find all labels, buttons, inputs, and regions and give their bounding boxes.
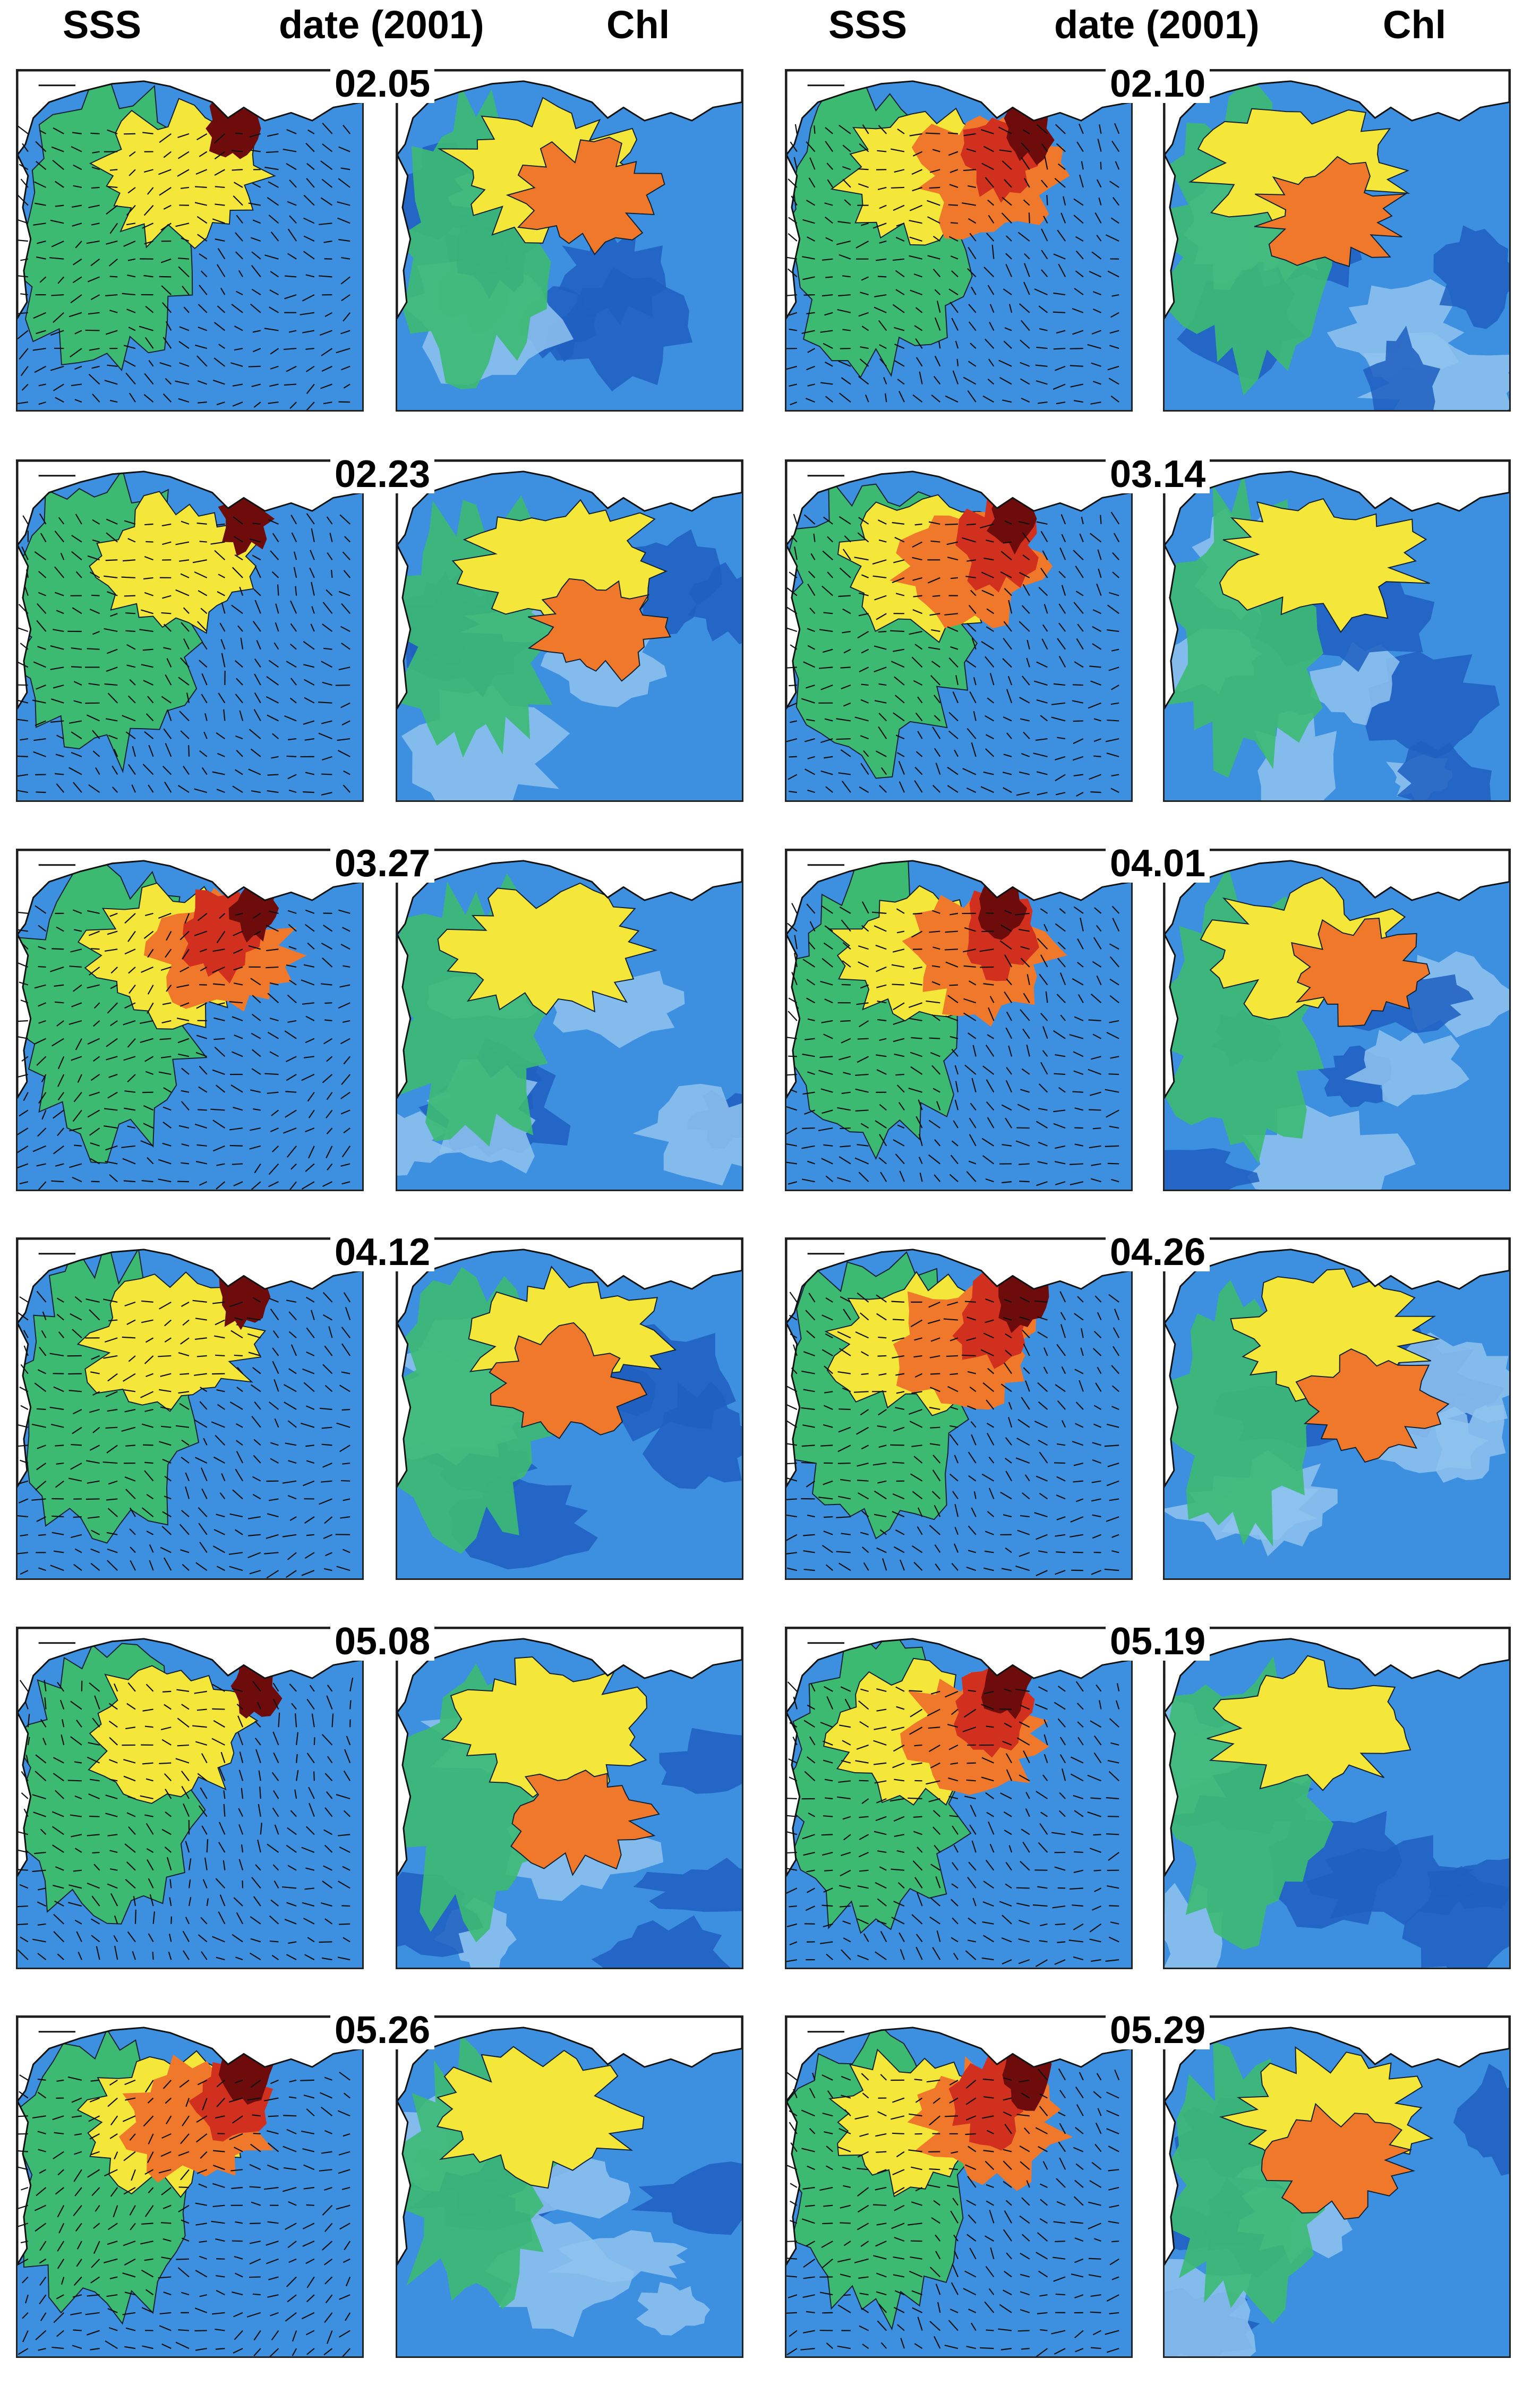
coastline-land-west: [397, 934, 412, 1099]
coastline-land: [397, 1239, 742, 1324]
coastline-land-west: [786, 154, 801, 320]
current-vectors: [786, 2068, 1120, 2356]
date-label: 02.05: [330, 65, 435, 103]
coastline-land: [397, 850, 742, 936]
header-left-chl: Chl: [606, 3, 670, 47]
coastline-land: [18, 1239, 362, 1324]
chl-map-panel: [1163, 849, 1511, 1191]
sss-map-panel: [785, 849, 1133, 1191]
chl-map-panel: [1163, 1627, 1511, 1969]
header-right-date: date (2001): [1054, 3, 1260, 47]
coastline-land: [786, 2017, 1131, 2103]
sss-map-panel: [16, 69, 364, 412]
header-left-date: date (2001): [279, 3, 484, 47]
coastline-land-west: [18, 2100, 32, 2266]
coastline-land: [786, 71, 1131, 156]
chl-map-panel: [1163, 1237, 1511, 1580]
current-vectors: [18, 513, 351, 796]
chl-map-panel: [396, 459, 743, 802]
header-left-sss: SSS: [63, 3, 142, 47]
coastline-land: [1165, 850, 1509, 936]
sss-map-panel: [16, 849, 364, 1191]
chl-map-panel: [396, 69, 743, 412]
date-label: 04.01: [1106, 844, 1210, 883]
current-vectors: [786, 123, 1120, 406]
coastline-land: [786, 1628, 1131, 1714]
date-label: 03.14: [1106, 455, 1210, 493]
chl-map-panel: [396, 1237, 743, 1580]
coastline-land-west: [1165, 2100, 1179, 2266]
coastline-land-west: [397, 2100, 412, 2266]
chl-map-panel: [396, 849, 743, 1191]
current-vectors: [786, 511, 1120, 797]
coastline-land-west: [1165, 544, 1179, 710]
coastline-land: [18, 2017, 362, 2103]
sss-map-panel: [785, 459, 1133, 802]
coastline-land: [1165, 1628, 1509, 1714]
current-vectors: [18, 1290, 351, 1578]
header-right-sss: SSS: [828, 3, 908, 47]
date-label: 05.29: [1106, 2011, 1210, 2049]
coastline-land: [18, 71, 362, 156]
chl-map-panel: [396, 1627, 743, 1969]
current-vectors: [786, 1681, 1120, 1968]
chl-map-panel: [1163, 69, 1511, 412]
chl-map-panel: [396, 2015, 743, 2358]
coastline-land: [1165, 1239, 1509, 1324]
header-right-chl: Chl: [1383, 3, 1447, 47]
chl-map-panel: [1163, 459, 1511, 802]
date-label: 02.23: [330, 455, 435, 493]
sss-map-panel: [785, 69, 1133, 412]
coastline-land: [397, 71, 742, 156]
current-vectors: [18, 123, 351, 410]
coastline-land: [397, 461, 742, 546]
coastline-land-west: [786, 1712, 801, 1877]
coastline-land: [786, 461, 1131, 546]
coastline-land-west: [1165, 154, 1179, 320]
coastline-land-west: [18, 1712, 32, 1877]
coastline-land-west: [1165, 1712, 1179, 1877]
date-label: 02.10: [1106, 65, 1210, 103]
sss-map-panel: [785, 1627, 1133, 1969]
coastline-land: [1165, 71, 1509, 156]
coastline-land: [397, 2017, 742, 2103]
date-label: 04.26: [1106, 1233, 1210, 1271]
coastline-land: [1165, 2017, 1509, 2103]
coastline-land: [18, 850, 362, 936]
current-vectors: [18, 1677, 354, 1961]
sss-map-panel: [16, 459, 364, 802]
date-label: 05.08: [330, 1622, 435, 1661]
sss-map-panel: [785, 2015, 1133, 2358]
date-label: 03.27: [330, 844, 435, 883]
sss-map-panel: [785, 1237, 1133, 1580]
current-vectors: [786, 901, 1120, 1186]
coastline-land: [18, 461, 362, 546]
chl-map-panel: [1163, 2015, 1511, 2358]
coastline-land: [786, 850, 1131, 936]
coastline-land-west: [1165, 934, 1179, 1099]
coastline-land: [397, 1628, 742, 1714]
coastline-land-west: [18, 154, 32, 320]
coastline-land-west: [18, 934, 32, 1099]
coastline-land-west: [397, 544, 412, 710]
current-vectors: [18, 905, 351, 1190]
coastline-land-west: [1165, 1322, 1179, 1488]
coastline-land: [18, 1628, 362, 1714]
coastline-land-west: [786, 2100, 801, 2266]
current-vectors: [18, 2071, 351, 2356]
coastline-land-west: [397, 1322, 412, 1488]
coastline-land: [786, 1239, 1131, 1324]
coastline-land-west: [397, 1712, 412, 1877]
sss-map-panel: [16, 1627, 364, 1969]
date-label: 04.12: [330, 1233, 435, 1271]
current-vectors: [786, 1291, 1120, 1577]
coastline-land: [1165, 461, 1509, 546]
date-label: 05.19: [1106, 1622, 1210, 1661]
coastline-land-west: [786, 1322, 801, 1488]
coastline-land-west: [397, 154, 412, 320]
sss-map-panel: [16, 2015, 364, 2358]
date-label: 05.26: [330, 2011, 435, 2049]
sss-map-panel: [16, 1237, 364, 1580]
